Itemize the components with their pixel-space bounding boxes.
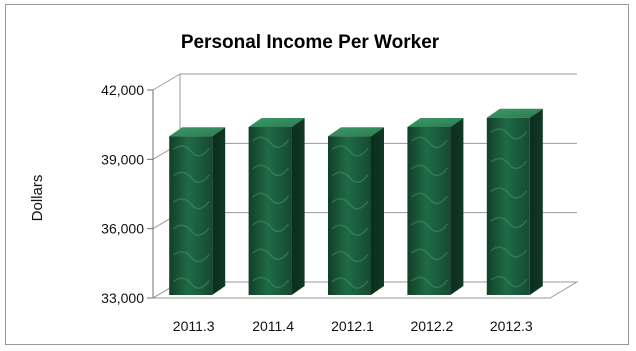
x-tick-label: 2012.3 [490,318,533,334]
bar-texture [331,145,369,157]
bar-texture [490,187,528,199]
x-tick-label: 2012.1 [331,318,374,334]
bar-texture [410,164,448,176]
bar-top [486,108,543,118]
bar-texture [172,224,210,236]
bar-side [212,127,226,295]
bar-texture [172,277,210,289]
bar [486,108,543,295]
y-axis-label: Dollars [29,175,46,222]
bar-texture [252,192,290,205]
bar-texture [331,277,369,289]
bar-front [407,126,451,295]
bar-front [248,126,292,295]
bar-texture [172,145,210,157]
bar-texture [490,246,528,258]
chart-title: Personal Income Per Worker [181,32,440,53]
gridline-side [152,73,181,91]
bar-front [169,136,213,295]
y-tick-label: 42,000 [101,82,144,98]
bar [248,117,305,295]
bar-texture [172,171,210,183]
bar-texture [490,216,528,229]
bar-top [328,127,384,137]
bar-texture [252,164,290,176]
bar-texture [172,198,210,210]
bar-front [328,136,371,295]
bar-texture [331,224,369,236]
bar-texture [490,275,528,288]
bar-texture [490,128,528,140]
bar-texture [252,136,290,148]
x-tick-label: 2011.3 [173,318,215,334]
bar [169,127,226,295]
x-tick-labels: 2011.3 2011.4 2012.1 2012.2 2012.3 [173,318,533,334]
bars [169,108,543,295]
bar-texture [410,248,448,261]
bar-texture [331,251,369,263]
x-tick-label: 2012.2 [410,318,453,334]
bar-texture [252,276,290,289]
bar-top [248,117,305,127]
bar-texture [490,157,528,170]
bar-texture [331,171,369,183]
x-tick-label: 2011.4 [252,318,294,334]
bar [328,127,384,295]
y-tick-labels: 33,000 36,000 39,000 42,000 [101,82,144,306]
y-tick-label: 39,000 [101,151,144,167]
bar-front [486,117,530,295]
y-tick-label: 36,000 [101,221,144,237]
bar-texture [410,136,448,148]
bar [407,117,464,295]
bar-side [450,117,464,295]
bar-side [529,108,543,295]
bar-texture [410,192,448,205]
bar-side [371,127,384,295]
bar-texture [331,198,369,210]
bar-texture [410,276,448,289]
bar-texture [172,251,210,263]
y-tick-label: 33,000 [101,290,144,306]
bar-texture [252,248,290,261]
bar-side [291,117,305,295]
bar-texture [252,220,290,233]
bar-texture [410,220,448,233]
bar-top [407,117,464,127]
bar-top [169,127,226,137]
